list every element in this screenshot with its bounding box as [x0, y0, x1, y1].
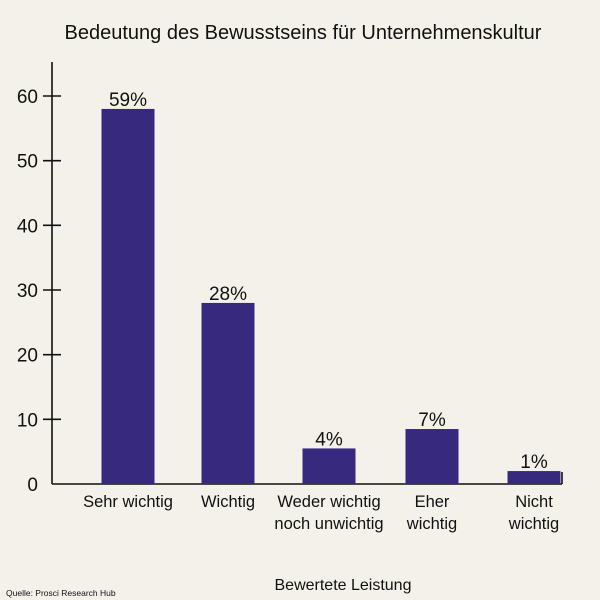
y-tick-label: 10	[17, 410, 38, 431]
data-label: 28%	[209, 284, 247, 305]
data-label: 7%	[418, 410, 446, 431]
source-note: Quelle: Prosci Research Hub	[6, 588, 116, 598]
category-label-line: Eher	[415, 493, 450, 511]
y-tick-label: 40	[17, 216, 38, 237]
y-tick-label: 0	[27, 475, 38, 496]
data-label: 4%	[315, 429, 343, 450]
category-label-line: Wichtig	[201, 493, 255, 511]
bar	[405, 429, 459, 484]
y-tick-label: 50	[17, 152, 38, 173]
bar	[507, 471, 561, 484]
category-label-line: Nicht	[515, 493, 553, 511]
bar	[101, 108, 155, 484]
category-label-line: Sehr wichtig	[83, 493, 173, 511]
y-axis: 0 10 20 30 40 50 60	[17, 62, 61, 496]
category-label-line: noch unwichtig	[274, 515, 383, 533]
y-tick-label: 20	[17, 346, 38, 367]
data-label: 1%	[520, 452, 548, 473]
x-axis-label: Bewertete Leistung	[275, 577, 412, 594]
category-label: Sehr wichtig	[83, 493, 173, 511]
category-label: Nicht wichtig	[508, 493, 559, 533]
bar	[302, 448, 356, 484]
chart-title: Bedeutung des Bewusstseins für Unternehm…	[65, 22, 542, 44]
bar	[201, 302, 255, 484]
y-tick-label: 30	[17, 281, 38, 302]
category-label-line: wichtig	[508, 515, 559, 533]
category-label-line: Weder wichtig	[277, 493, 380, 511]
category-label: Eher wichtig	[406, 493, 457, 533]
data-labels: 59% 28% 4% 7% 1%	[109, 90, 548, 473]
category-label-line: wichtig	[406, 515, 457, 533]
bars	[101, 108, 561, 484]
data-label: 59%	[109, 90, 147, 111]
y-tick-label: 60	[17, 87, 38, 108]
category-label: Wichtig	[201, 493, 255, 511]
category-labels: Sehr wichtig Wichtig Weder wichtig noch unw…	[83, 493, 559, 533]
category-label: Weder wichtig noch unwichtig	[274, 493, 383, 533]
